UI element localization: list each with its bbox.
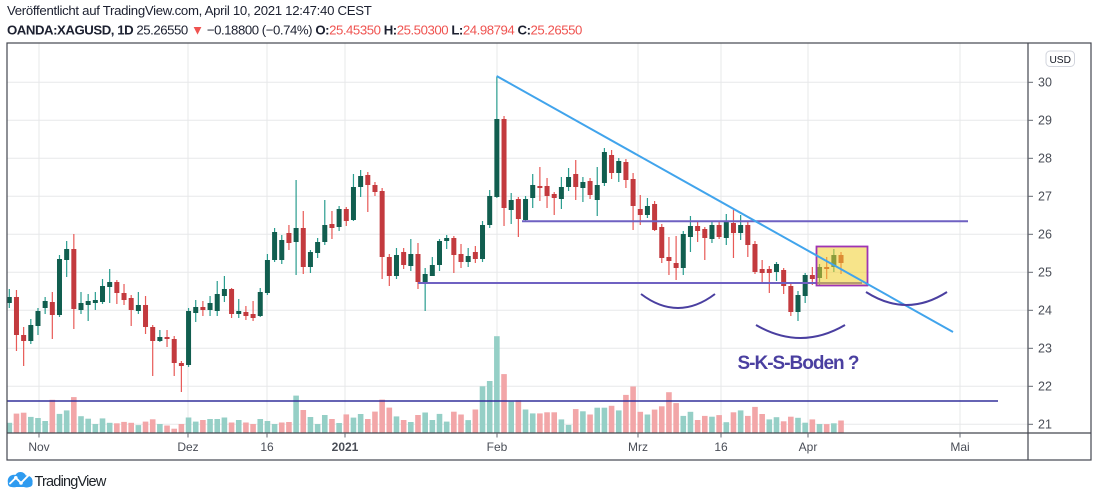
svg-text:21: 21: [1038, 418, 1052, 432]
svg-text:16: 16: [714, 440, 728, 454]
svg-text:Apr: Apr: [799, 440, 818, 454]
svg-text:26: 26: [1038, 228, 1052, 242]
svg-text:Veröffentlicht auf TradingView: Veröffentlicht auf TradingView.com, Apri…: [7, 3, 372, 18]
svg-text:USD: USD: [1049, 55, 1071, 66]
svg-text:TradingView: TradingView: [35, 474, 107, 490]
svg-text:S-K-S-Boden ?: S-K-S-Boden ?: [737, 353, 858, 374]
svg-text:22: 22: [1038, 380, 1052, 394]
svg-text:30: 30: [1038, 76, 1052, 90]
svg-text:28: 28: [1038, 152, 1052, 166]
svg-text:23: 23: [1038, 342, 1052, 356]
svg-text:Mai: Mai: [950, 440, 969, 454]
svg-text:Mrz: Mrz: [628, 440, 648, 454]
svg-text:29: 29: [1038, 114, 1052, 128]
svg-text:Dez: Dez: [177, 440, 198, 454]
svg-text:Nov: Nov: [28, 440, 49, 454]
svg-text:25: 25: [1038, 266, 1052, 280]
svg-text:27: 27: [1038, 190, 1052, 204]
svg-text:2021: 2021: [332, 440, 359, 454]
svg-text:Feb: Feb: [487, 440, 508, 454]
svg-text:24: 24: [1038, 304, 1052, 318]
svg-text:16: 16: [260, 440, 274, 454]
svg-text:OANDA:XAGUSD, 1D 25.26550 ▼ −0: OANDA:XAGUSD, 1D 25.26550 ▼ −0.18800 (−0…: [7, 23, 582, 38]
